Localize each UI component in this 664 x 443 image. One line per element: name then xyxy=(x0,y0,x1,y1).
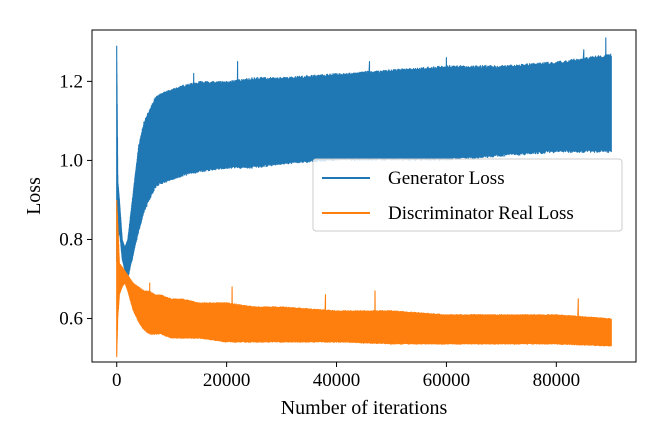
x-tick-label: 60000 xyxy=(423,370,471,391)
x-tick-label: 40000 xyxy=(313,370,361,391)
x-axis: 0 20000 40000 60000 80000 xyxy=(112,362,580,391)
y-tick-label: 1.2 xyxy=(59,71,83,92)
legend-label-generator-loss: Generator Loss xyxy=(388,168,505,189)
y-tick-label: 0.6 xyxy=(59,309,83,330)
x-tick-label: 0 xyxy=(112,370,122,391)
series-layer xyxy=(116,37,612,358)
series-line-generator-loss xyxy=(116,37,612,279)
y-axis: 0.6 0.8 1.0 1.2 xyxy=(59,71,92,330)
x-axis-label: Number of iterations xyxy=(281,397,448,419)
x-tick-label: 80000 xyxy=(533,370,581,391)
y-axis-label: Loss xyxy=(23,177,45,215)
y-tick-label: 0.8 xyxy=(59,229,83,250)
y-tick-label: 1.0 xyxy=(59,150,83,171)
legend: Generator Loss Discriminator Real Loss xyxy=(312,158,623,232)
plot-frame xyxy=(91,29,637,363)
x-tick-label: 20000 xyxy=(203,370,251,391)
legend-box xyxy=(312,158,623,232)
legend-label-discriminator-real-loss: Discriminator Real Loss xyxy=(388,203,574,224)
series-line-discriminator-real-loss xyxy=(116,200,612,358)
